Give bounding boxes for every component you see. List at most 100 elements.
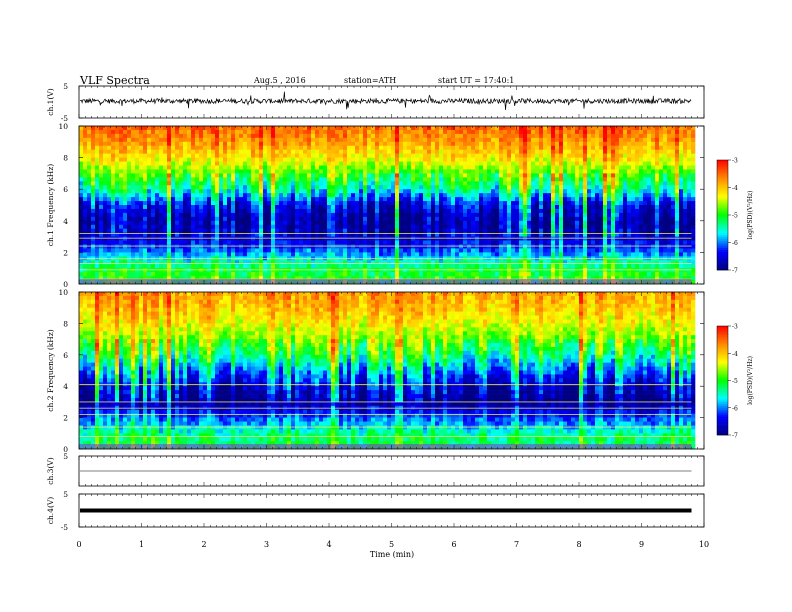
spectrogram-cell (439, 173, 444, 178)
spectrogram-cell (227, 145, 232, 150)
spectrogram-cell (503, 149, 508, 154)
spectrogram-cell (95, 153, 100, 158)
spectrogram-cell (395, 216, 400, 222)
spectrogram-cell (391, 126, 396, 131)
spectrogram-cell (435, 208, 440, 214)
spectrogram-cell (279, 126, 284, 131)
spectrogram-cell (579, 205, 584, 210)
spectrogram-cell (439, 153, 444, 158)
spectrogram-cell (691, 228, 696, 233)
spectrogram-cell (619, 201, 624, 206)
spectrogram-cell (483, 137, 488, 143)
spectrogram-cell (263, 149, 268, 154)
spectrogram-cell (603, 129, 608, 135)
spectrogram-cell (603, 126, 608, 131)
spectrogram-cell (375, 201, 380, 206)
spectrogram-cell (503, 240, 508, 245)
spectrogram-cell (635, 205, 640, 210)
spectrogram-cell (327, 193, 332, 198)
spectrogram-cell (291, 224, 296, 229)
y-axis-label: ch.1(V) (46, 88, 55, 116)
spectrogram-cell (675, 236, 680, 241)
spectrogram-cell (131, 197, 136, 202)
spectrogram-cell (567, 236, 572, 241)
spectrogram-cell (635, 240, 640, 245)
spectrogram-cell (587, 220, 592, 226)
spectrogram-cell (547, 165, 552, 170)
spectrogram-cell (79, 126, 84, 131)
spectrogram-cell (339, 181, 344, 186)
spectrogram-cell (455, 236, 460, 241)
spectrogram-cell (407, 129, 412, 135)
spectrogram-cell (603, 177, 608, 182)
spectrogram-cell (327, 224, 332, 229)
spectrogram-cell (283, 208, 288, 214)
spectrogram-cell (607, 157, 612, 162)
spectrogram-cell (151, 181, 156, 186)
spectrogram-cell (379, 216, 384, 222)
spectrogram-cell (475, 197, 480, 202)
spectrogram-cell (483, 208, 488, 214)
spectrogram-cell (251, 220, 256, 226)
spectrogram-cell (83, 216, 88, 222)
spectrogram-cell (259, 220, 264, 226)
spectrogram-cell (587, 129, 592, 135)
spectrogram-cell (279, 153, 284, 158)
spectrogram-cell (263, 244, 268, 249)
spectrogram-cell (147, 197, 152, 202)
spectrogram-cell (631, 197, 636, 202)
spectrogram-cell (619, 205, 624, 210)
spectrogram-cell (415, 149, 420, 154)
spectrogram-cell (571, 181, 576, 186)
spectrogram-cell (655, 212, 660, 218)
spectrogram-cell (167, 157, 172, 162)
spectrogram-cell (447, 201, 452, 206)
spectrogram-cell (403, 212, 408, 218)
spectrogram-cell (635, 185, 640, 190)
spectrogram-cell (167, 216, 172, 222)
spectrogram-cell (107, 189, 112, 194)
spectrogram-cell (263, 236, 268, 241)
spectrogram-cell (339, 208, 344, 214)
spectrogram-cell (127, 129, 132, 135)
spectrogram-cell (595, 177, 600, 182)
spectrogram-cell (539, 126, 544, 131)
spectrogram-cell (215, 240, 220, 245)
spectrogram-cell (375, 197, 380, 202)
spectrogram-cell (671, 133, 676, 139)
spectrogram-cell (155, 236, 160, 241)
spectrogram-cell (255, 224, 260, 229)
spectrogram-cell (375, 157, 380, 162)
spectrogram-cell (207, 216, 212, 222)
spectrogram-cell (255, 232, 260, 237)
spectrogram-cell (271, 240, 276, 245)
spectrogram-cell (379, 212, 384, 218)
spectrogram-cell (511, 157, 516, 162)
spectrogram-cell (119, 216, 124, 222)
spectrogram-cell (519, 201, 524, 206)
spectrogram-cell (319, 232, 324, 237)
spectrogram-cell (491, 197, 496, 202)
spectrogram-cell (83, 193, 88, 198)
spectrogram-cell (299, 157, 304, 162)
spectrogram-cell (567, 208, 572, 214)
spectrogram-cell (519, 129, 524, 135)
spectrogram-cell (339, 220, 344, 226)
spectrogram-cell (583, 216, 588, 222)
spectrogram-cell (191, 141, 196, 147)
spectrogram-cell (571, 165, 576, 170)
spectrogram-cell (207, 189, 212, 194)
spectrogram-cell (267, 161, 272, 166)
spectrogram-cell (319, 244, 324, 249)
spectrogram-cell (483, 240, 488, 245)
spectrogram-cell (231, 165, 236, 170)
spectrogram-cell (243, 145, 248, 150)
spectrogram-cell (247, 216, 252, 222)
spectrogram-cell (171, 205, 176, 210)
spectrogram-cell (603, 208, 608, 214)
spectrogram-cell (463, 220, 468, 226)
spectrogram-cell (259, 224, 264, 229)
spectrogram-cell (423, 145, 428, 150)
spectrogram-cell (523, 197, 528, 202)
spectrogram-cell (239, 177, 244, 182)
